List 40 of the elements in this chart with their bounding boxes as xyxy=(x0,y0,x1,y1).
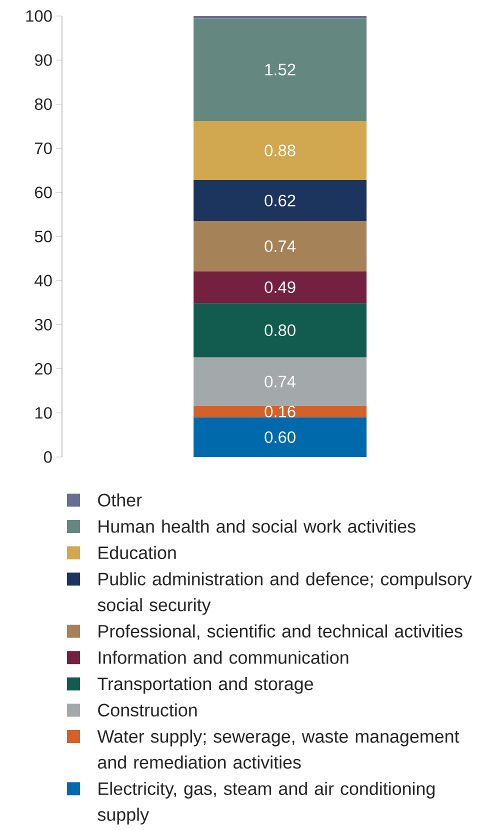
y-tick-label: 50 xyxy=(34,230,52,242)
legend-label: Education xyxy=(98,546,176,560)
y-tick-label: 20 xyxy=(35,362,52,375)
legend-label: Professional, scientific and technical activities xyxy=(98,624,462,640)
legend-label: Transportation and storage xyxy=(98,677,314,694)
bar xyxy=(194,16,367,18)
bar xyxy=(194,303,367,358)
y-tick-label: 100 xyxy=(26,10,52,22)
legend-label: Information and communication xyxy=(98,650,348,664)
bar xyxy=(194,120,367,180)
annotation: 0.80 xyxy=(264,324,296,336)
y-tick-label: 0 xyxy=(44,451,52,463)
legend-label: Construction xyxy=(98,703,197,717)
legend-label: Other xyxy=(98,493,142,506)
annotation: 0.62 xyxy=(264,194,296,206)
legend-label: Public administration and defence; compulsory social security xyxy=(98,572,472,615)
legend-label: Electricity, gas, steam and air conditioning supply xyxy=(98,782,435,824)
bar xyxy=(194,357,367,406)
annotation: 0.60 xyxy=(264,431,296,443)
bar xyxy=(194,18,367,121)
bar xyxy=(194,180,367,222)
annotation: 0.49 xyxy=(264,281,296,294)
annotation: 0.88 xyxy=(264,144,296,156)
legend-label: Human health and social work activities xyxy=(98,520,416,533)
bar xyxy=(194,417,367,457)
y-tick-label: 10 xyxy=(35,407,52,419)
bar xyxy=(194,406,367,418)
annotation: 0.74 xyxy=(264,240,296,252)
y-tick-label: 60 xyxy=(35,186,52,198)
annotation: 0.74 xyxy=(264,376,296,388)
bar xyxy=(194,221,367,272)
annotation: 1.52 xyxy=(265,64,296,76)
y-tick-label: 40 xyxy=(34,274,52,286)
y-tick-label: 90 xyxy=(34,54,52,66)
y-tick-label: 80 xyxy=(34,98,52,110)
annotation: 0.16 xyxy=(264,406,296,418)
y-tick-label: 70 xyxy=(35,142,52,154)
bar xyxy=(194,271,367,304)
legend-label: Water supply; sewerage, waste management and remediation activities xyxy=(97,730,460,769)
y-tick-label: 30 xyxy=(34,318,52,331)
